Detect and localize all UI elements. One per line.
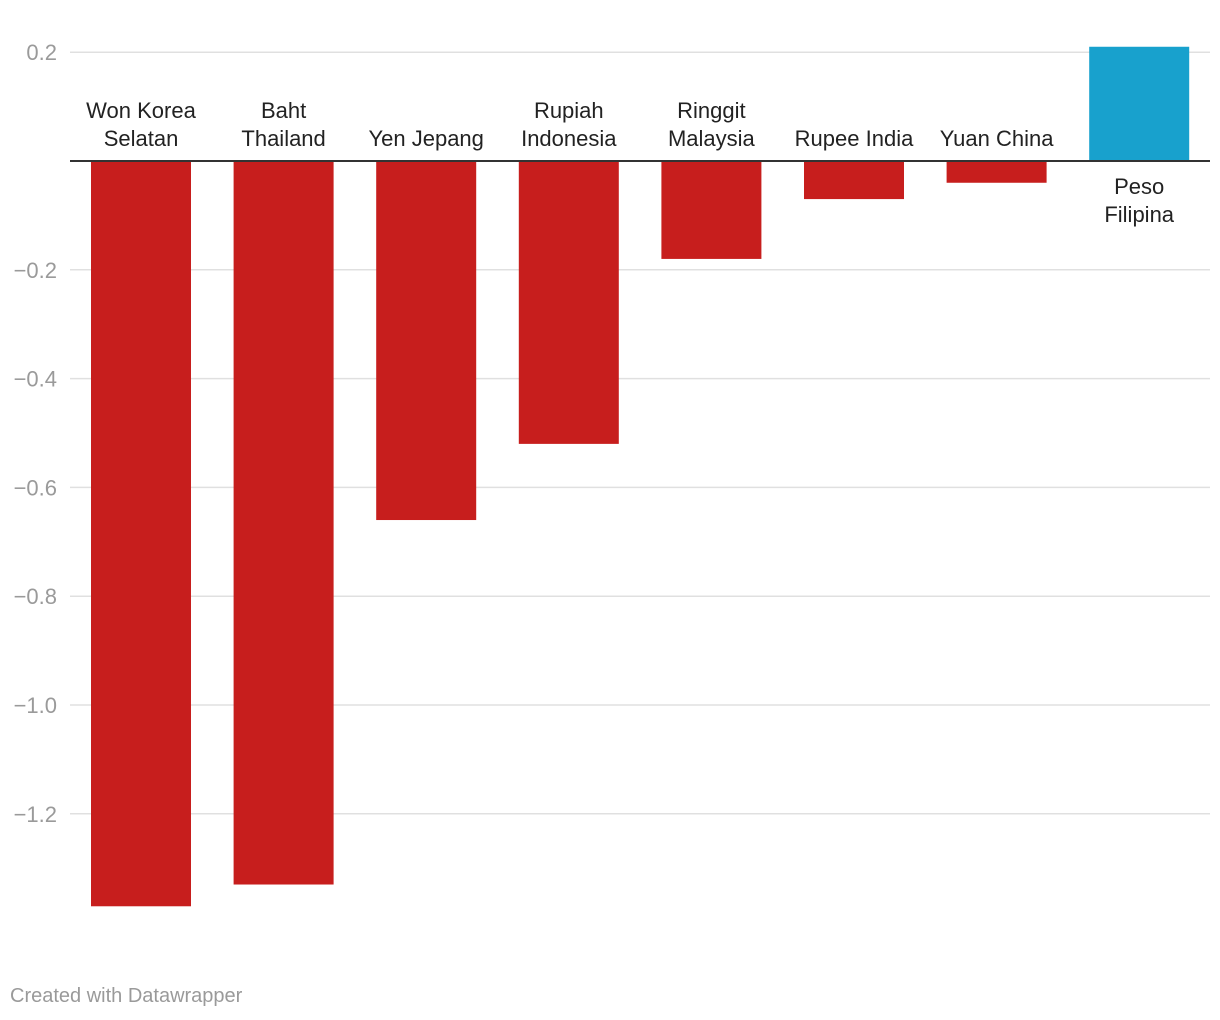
category-label: Yuan China — [940, 126, 1055, 151]
bar — [233, 161, 334, 885]
category-label: Filipina — [1104, 202, 1174, 227]
y-tick-label: −1.0 — [14, 693, 57, 718]
category-label: Indonesia — [521, 126, 617, 151]
category-label: Rupee India — [795, 126, 914, 151]
category-label: Rupiah — [534, 98, 604, 123]
category-label: Thailand — [241, 126, 325, 151]
category-label: Ringgit — [677, 98, 745, 123]
category-label: Baht — [261, 98, 306, 123]
bar — [376, 161, 477, 521]
y-tick-label: −1.2 — [14, 802, 57, 827]
bar — [91, 161, 191, 907]
y-tick-label: 0.2 — [26, 40, 57, 65]
y-axis-ticks: 0.2 −0.2 −0.4 −0.6 −0.8 −1.0 −1.2 — [14, 40, 57, 827]
category-label: Selatan — [104, 126, 179, 151]
bar-chart: 0.2 −0.2 −0.4 −0.6 −0.8 −1.0 −1.2 Won Korea Sel… — [14, 40, 1210, 907]
category-label: Yen Jepang — [368, 126, 483, 151]
y-tick-label: −0.2 — [14, 258, 57, 283]
bar — [946, 161, 1047, 183]
category-labels: Won Korea Selatan Baht Thailand Yen Jepang Ru… — [86, 98, 1175, 227]
category-label: Won Korea — [86, 98, 196, 123]
y-tick-label: −0.4 — [14, 367, 57, 392]
bar — [1089, 46, 1190, 162]
bar — [661, 161, 762, 259]
bar — [804, 161, 904, 200]
bar — [518, 161, 619, 444]
footer-credit: Created with Datawrapper — [10, 985, 243, 1007]
y-tick-label: −0.6 — [14, 475, 57, 500]
category-label: Peso — [1114, 174, 1164, 199]
bars — [91, 46, 1190, 907]
category-label: Malaysia — [668, 126, 756, 151]
y-tick-label: −0.8 — [14, 584, 57, 609]
